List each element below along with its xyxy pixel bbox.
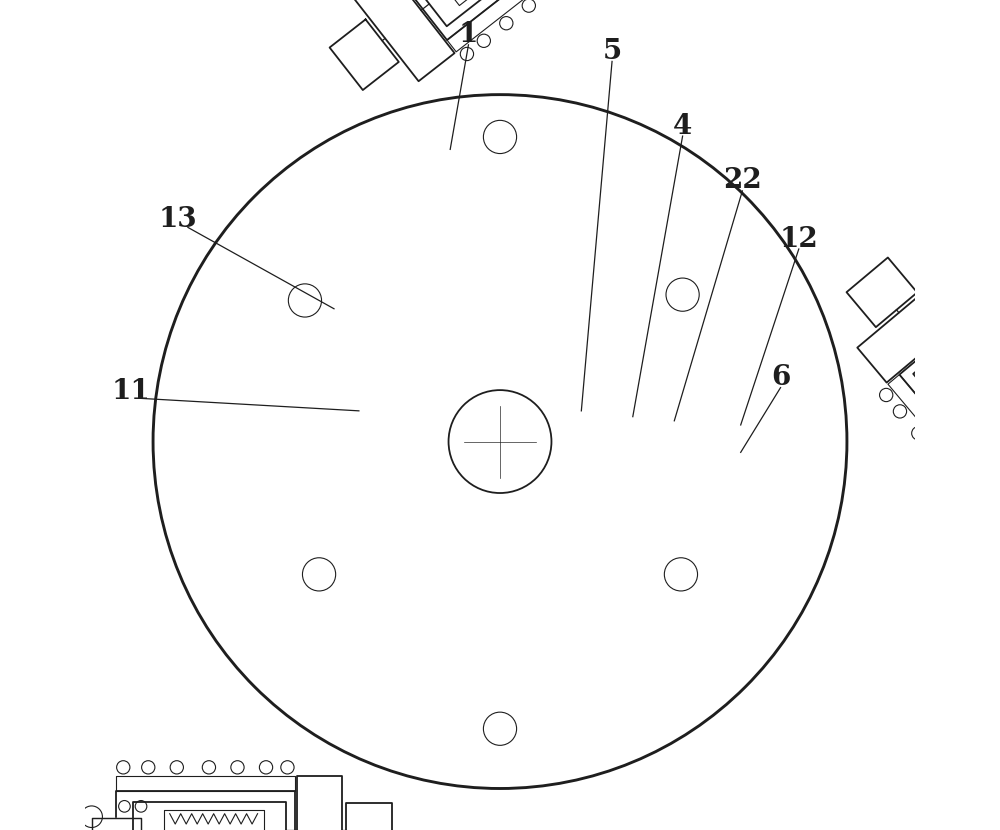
- Polygon shape: [857, 278, 970, 383]
- Polygon shape: [116, 775, 295, 790]
- Text: 4: 4: [673, 113, 692, 139]
- Polygon shape: [888, 374, 1000, 521]
- Polygon shape: [352, 0, 455, 81]
- Polygon shape: [164, 810, 264, 830]
- Polygon shape: [412, 0, 568, 27]
- Polygon shape: [899, 324, 1000, 511]
- Polygon shape: [116, 790, 295, 830]
- Polygon shape: [133, 802, 286, 830]
- Text: 1: 1: [459, 22, 478, 48]
- Polygon shape: [847, 257, 917, 327]
- Text: 11: 11: [111, 378, 150, 405]
- Text: 6: 6: [771, 364, 790, 391]
- Polygon shape: [960, 315, 1000, 461]
- Text: 5: 5: [602, 38, 622, 65]
- Polygon shape: [92, 818, 141, 830]
- Polygon shape: [330, 19, 399, 90]
- Polygon shape: [398, 0, 588, 40]
- Text: 22: 22: [723, 168, 762, 194]
- Polygon shape: [934, 360, 1000, 462]
- Polygon shape: [435, 0, 538, 6]
- Polygon shape: [913, 337, 1000, 491]
- Text: 12: 12: [779, 226, 818, 252]
- Polygon shape: [447, 0, 597, 51]
- Polygon shape: [297, 775, 342, 830]
- Text: 13: 13: [159, 207, 197, 233]
- Polygon shape: [346, 803, 392, 830]
